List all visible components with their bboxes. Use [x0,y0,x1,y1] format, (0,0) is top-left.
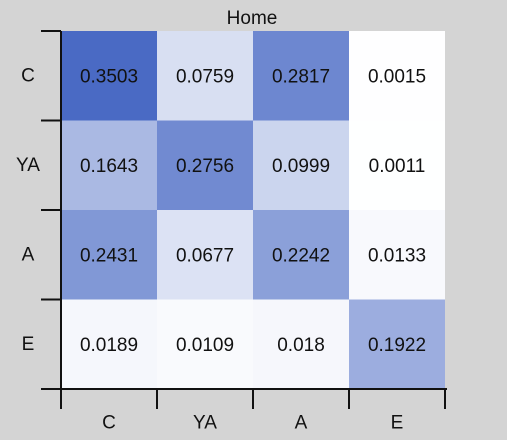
heatmap-cells: 0.3503 0.0759 0.2817 0.0015 0.1643 0.2756 0.09… [61,31,445,389]
cell-value-label: 0.2756 [176,156,234,177]
cell-value-label: 0.0015 [368,66,426,87]
cell-value-label: 0.2431 [80,245,138,266]
cell-value-label: 0.1643 [80,156,138,177]
heatmap-cell-e-a [253,299,349,389]
cell-value-label: 0.0677 [176,245,234,266]
cell-value-label: 0.0759 [176,66,234,87]
x-tick-label-e: E [391,413,404,434]
heatmap-cell-c-e [349,31,445,121]
cell-value-label: 0.1922 [368,335,426,356]
y-tick-label-c: C [21,65,35,86]
heatmap-cell-a-e [349,210,445,300]
y-tick-label-e: E [22,334,35,355]
y-tick-label-ya: YA [16,155,40,176]
heatmap-cell-a-c [61,210,157,300]
heatmap-cell-e-e [349,299,445,389]
cell-value-label: 0.0011 [369,156,426,177]
heatmap-cell-ya-c [61,120,157,210]
cell-value-label: 0.0189 [80,335,138,356]
heatmap-cell-e-c [61,299,157,389]
y-tick-label-a: A [22,244,35,265]
cell-value-label: 0.2242 [272,245,330,266]
heatmap-cell-a-ya [157,210,253,300]
heatmap-cell-c-c [61,31,157,121]
cell-value-label: 0.018 [277,335,325,356]
cell-value-label: 0.0999 [272,156,330,177]
cell-value-label: 0.2817 [272,66,330,87]
chart-title: Home [227,8,278,29]
x-tick-label-c: C [102,413,116,434]
x-tick-label-ya: YA [193,413,217,434]
heatmap-cell-e-ya [157,299,253,389]
heatmap-cell-c-a [253,31,349,121]
heatmap-axes: C YA A E C YA A E [16,30,447,434]
cell-value-label: 0.0133 [368,245,426,266]
heatmap-cell-a-a [253,210,349,300]
x-tick-label-a: A [295,413,308,434]
cell-value-label: 0.3503 [80,66,138,87]
cell-value-label: 0.0109 [176,335,234,356]
heatmap-cell-c-ya [157,31,253,121]
heatmap-cell-ya-e [349,120,445,210]
heatmap-cell-ya-a [253,120,349,210]
heatmap-cell-ya-ya [157,120,253,210]
